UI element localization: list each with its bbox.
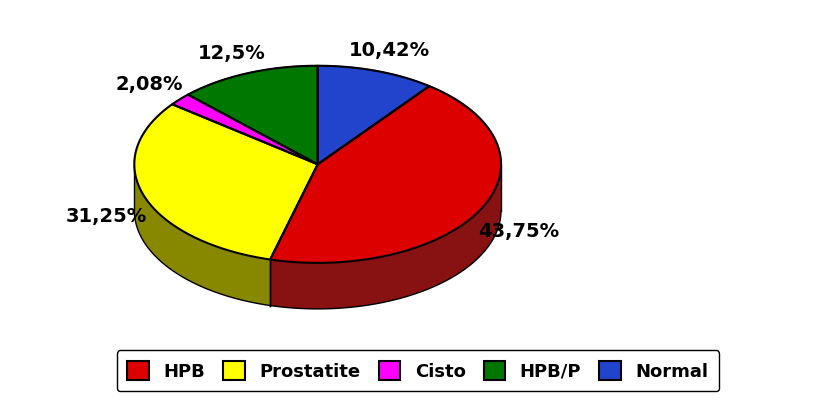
Polygon shape [135, 165, 270, 306]
Text: 2,08%: 2,08% [115, 75, 183, 95]
Text: 43,75%: 43,75% [477, 222, 559, 241]
Polygon shape [172, 95, 318, 164]
Polygon shape [270, 164, 318, 306]
Polygon shape [270, 164, 318, 306]
Text: 31,25%: 31,25% [65, 207, 146, 226]
Polygon shape [188, 66, 318, 164]
Text: 10,42%: 10,42% [349, 41, 431, 60]
Legend: HPB, Prostatite, Cisto, HPB/P, Normal: HPB, Prostatite, Cisto, HPB/P, Normal [117, 350, 719, 391]
Text: 12,5%: 12,5% [198, 44, 266, 63]
Polygon shape [135, 104, 318, 259]
Polygon shape [270, 165, 501, 309]
Polygon shape [270, 86, 501, 263]
Polygon shape [318, 66, 430, 164]
